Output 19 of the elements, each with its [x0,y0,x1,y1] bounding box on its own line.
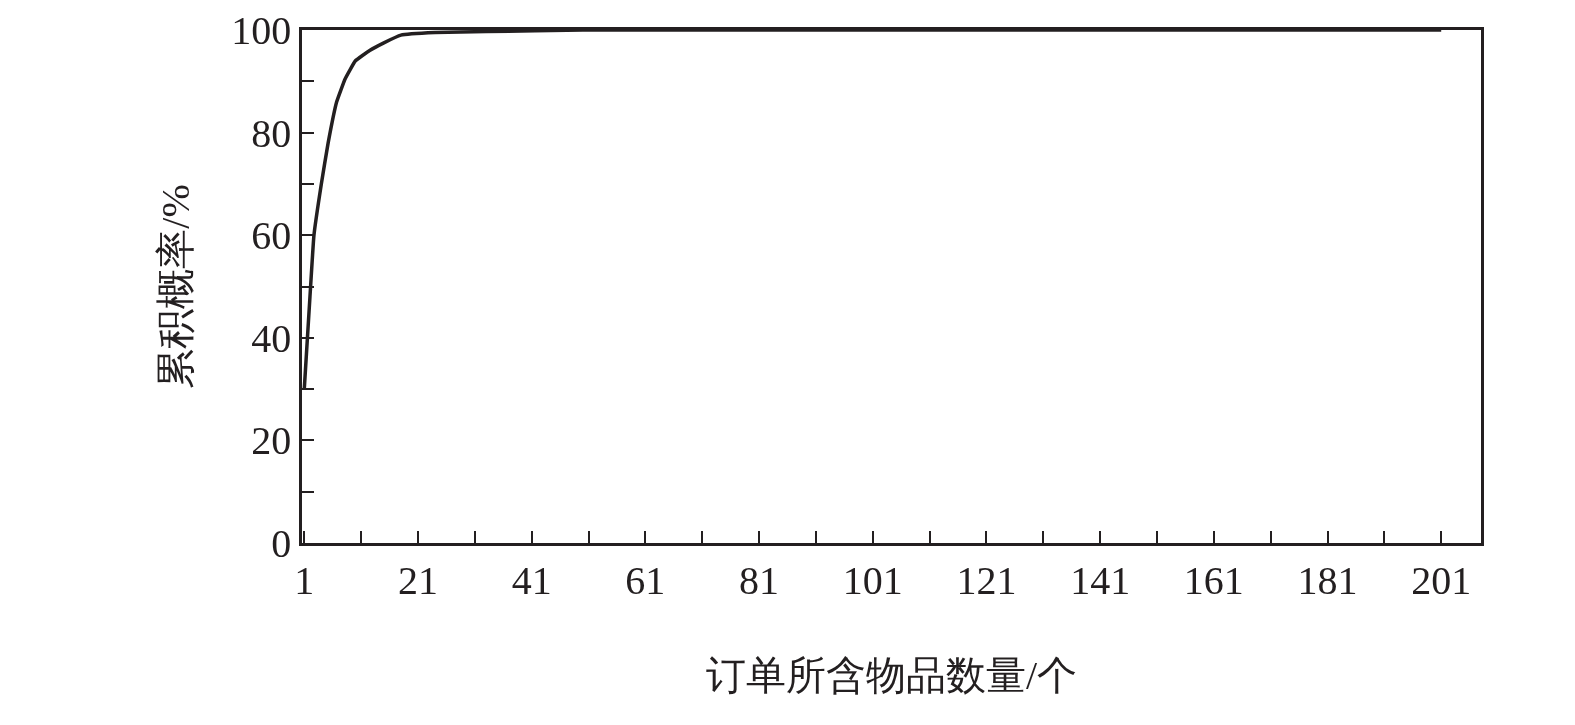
y-axis-title: 累积概率/% [152,184,198,389]
x-tick-label: 181 [1297,557,1358,603]
x-tick-label: 1 [294,557,315,603]
x-tick-label: 201 [1411,557,1472,603]
x-tick-label: 161 [1183,557,1244,603]
x-axis-title: 订单所含物品数量/个 [705,653,1078,699]
x-tick-label: 101 [842,557,903,603]
y-tick-label: 20 [251,418,292,464]
x-tick-label: 41 [511,557,552,603]
y-tick-label: 80 [251,110,292,156]
x-tick-label: 61 [625,557,666,603]
x-tick-label: 21 [397,557,438,603]
y-tick-label: 40 [251,315,292,361]
y-tick-label: 100 [231,8,292,53]
y-tick-label: 60 [251,213,292,259]
y-tick-label: 0 [271,521,292,566]
x-tick-label: 121 [956,557,1017,603]
x-tick-label: 141 [1070,557,1131,603]
x-tick-label: 81 [739,557,780,603]
